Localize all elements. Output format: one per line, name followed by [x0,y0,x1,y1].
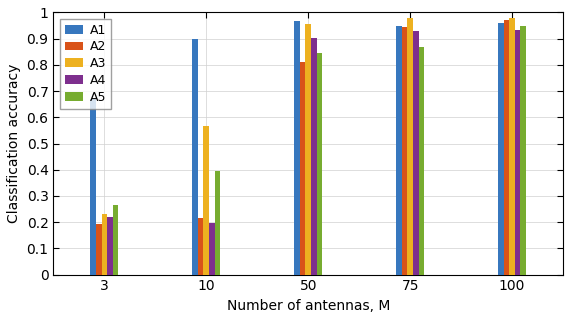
Bar [413,31,418,275]
Bar [306,24,311,275]
Bar [215,171,220,275]
Bar [509,18,515,275]
Bar [408,18,413,275]
Bar [504,20,509,275]
Bar [101,214,107,275]
Bar [311,38,316,275]
Bar [90,99,96,275]
Bar [107,217,113,275]
Bar [294,21,300,275]
Bar [209,223,215,275]
X-axis label: Number of antennas, M: Number of antennas, M [226,299,390,313]
Bar [515,30,520,275]
Bar [316,53,322,275]
Legend: A1, A2, A3, A4, A5: A1, A2, A3, A4, A5 [60,19,111,109]
Bar [402,27,408,275]
Bar [498,23,504,275]
Y-axis label: Classification accuracy: Classification accuracy [7,64,21,223]
Bar [113,205,119,275]
Bar [96,223,101,275]
Bar [418,46,424,275]
Bar [192,39,198,275]
Bar [520,26,526,275]
Bar [203,126,209,275]
Bar [198,218,203,275]
Bar [300,62,306,275]
Bar [396,26,402,275]
